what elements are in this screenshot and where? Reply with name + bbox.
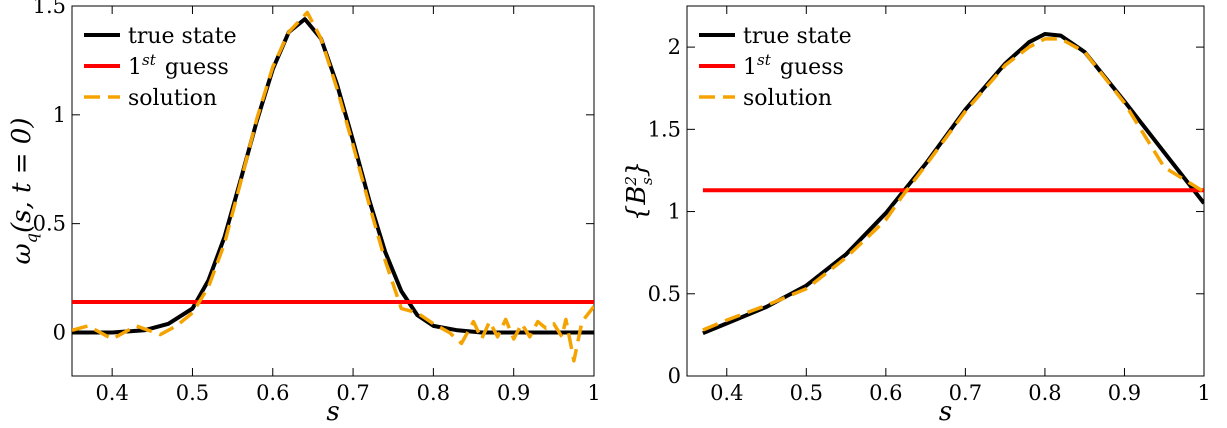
- x-tick-label: 0.8: [1028, 381, 1061, 405]
- x-tick-label: 0.7: [336, 381, 369, 405]
- x-tick-label: 0.4: [710, 381, 743, 405]
- y-tick-label: 1: [668, 200, 681, 224]
- plot-frame: [71, 5, 595, 377]
- x-tick-label: 0.4: [95, 381, 128, 405]
- x-tick-label: 0.8: [417, 381, 450, 405]
- x-tick-label: 0.9: [1108, 381, 1141, 405]
- right-chart-panel: 0.4 0.5 0.6 0.7 0.8 0.9 1 0 0.5 1 1.5 2 s {B2s} true s…: [622, 5, 1211, 427]
- y-tick-label: 0: [668, 364, 681, 388]
- series-group: [72, 10, 594, 363]
- y-tick-label: 1.5: [648, 117, 681, 141]
- x-tick-label: 0.6: [869, 381, 902, 405]
- x-tick-label: 0.5: [176, 381, 209, 405]
- x-tick-label: 1: [1197, 381, 1210, 405]
- x-tick-label: 1: [587, 381, 600, 405]
- x-axis-label: s: [326, 397, 339, 427]
- y-axis-label: ωq(s, t = 0): [7, 118, 41, 265]
- y-tick-label: 2: [668, 35, 681, 59]
- series-line-solution: [72, 10, 594, 363]
- y-tick-label: 0.5: [648, 282, 681, 306]
- legend-label: true state: [128, 24, 237, 49]
- legend-label: 1st guess: [128, 51, 229, 80]
- legend-label: 1st guess: [743, 51, 844, 80]
- y-tick-label: 0: [53, 320, 66, 344]
- y-tick-label: 1.5: [33, 0, 66, 18]
- y-tick-label: 1: [53, 103, 66, 127]
- x-tick-label: 0.5: [790, 381, 823, 405]
- x-tick-label: 0.7: [949, 381, 982, 405]
- legend-label: true state: [743, 24, 852, 49]
- y-tick-label: 0.5: [33, 212, 66, 236]
- series-line-true-state: [72, 17, 594, 335]
- legend-label: solution: [128, 86, 217, 111]
- series-line-solution: [702, 37, 1204, 332]
- left-chart-panel: 0.4 0.5 0.6 0.7 0.8 0.9 1 0 0.5 1 1.5 s ωq(s, t = 0)…: [7, 0, 601, 427]
- x-tick-label: 0.6: [256, 381, 289, 405]
- legend-label: solution: [743, 86, 832, 111]
- x-axis-label: s: [939, 397, 952, 427]
- series-group: [702, 32, 1204, 336]
- y-axis-label: {B2s}: [622, 161, 656, 221]
- x-tick-label: 0.9: [497, 381, 530, 405]
